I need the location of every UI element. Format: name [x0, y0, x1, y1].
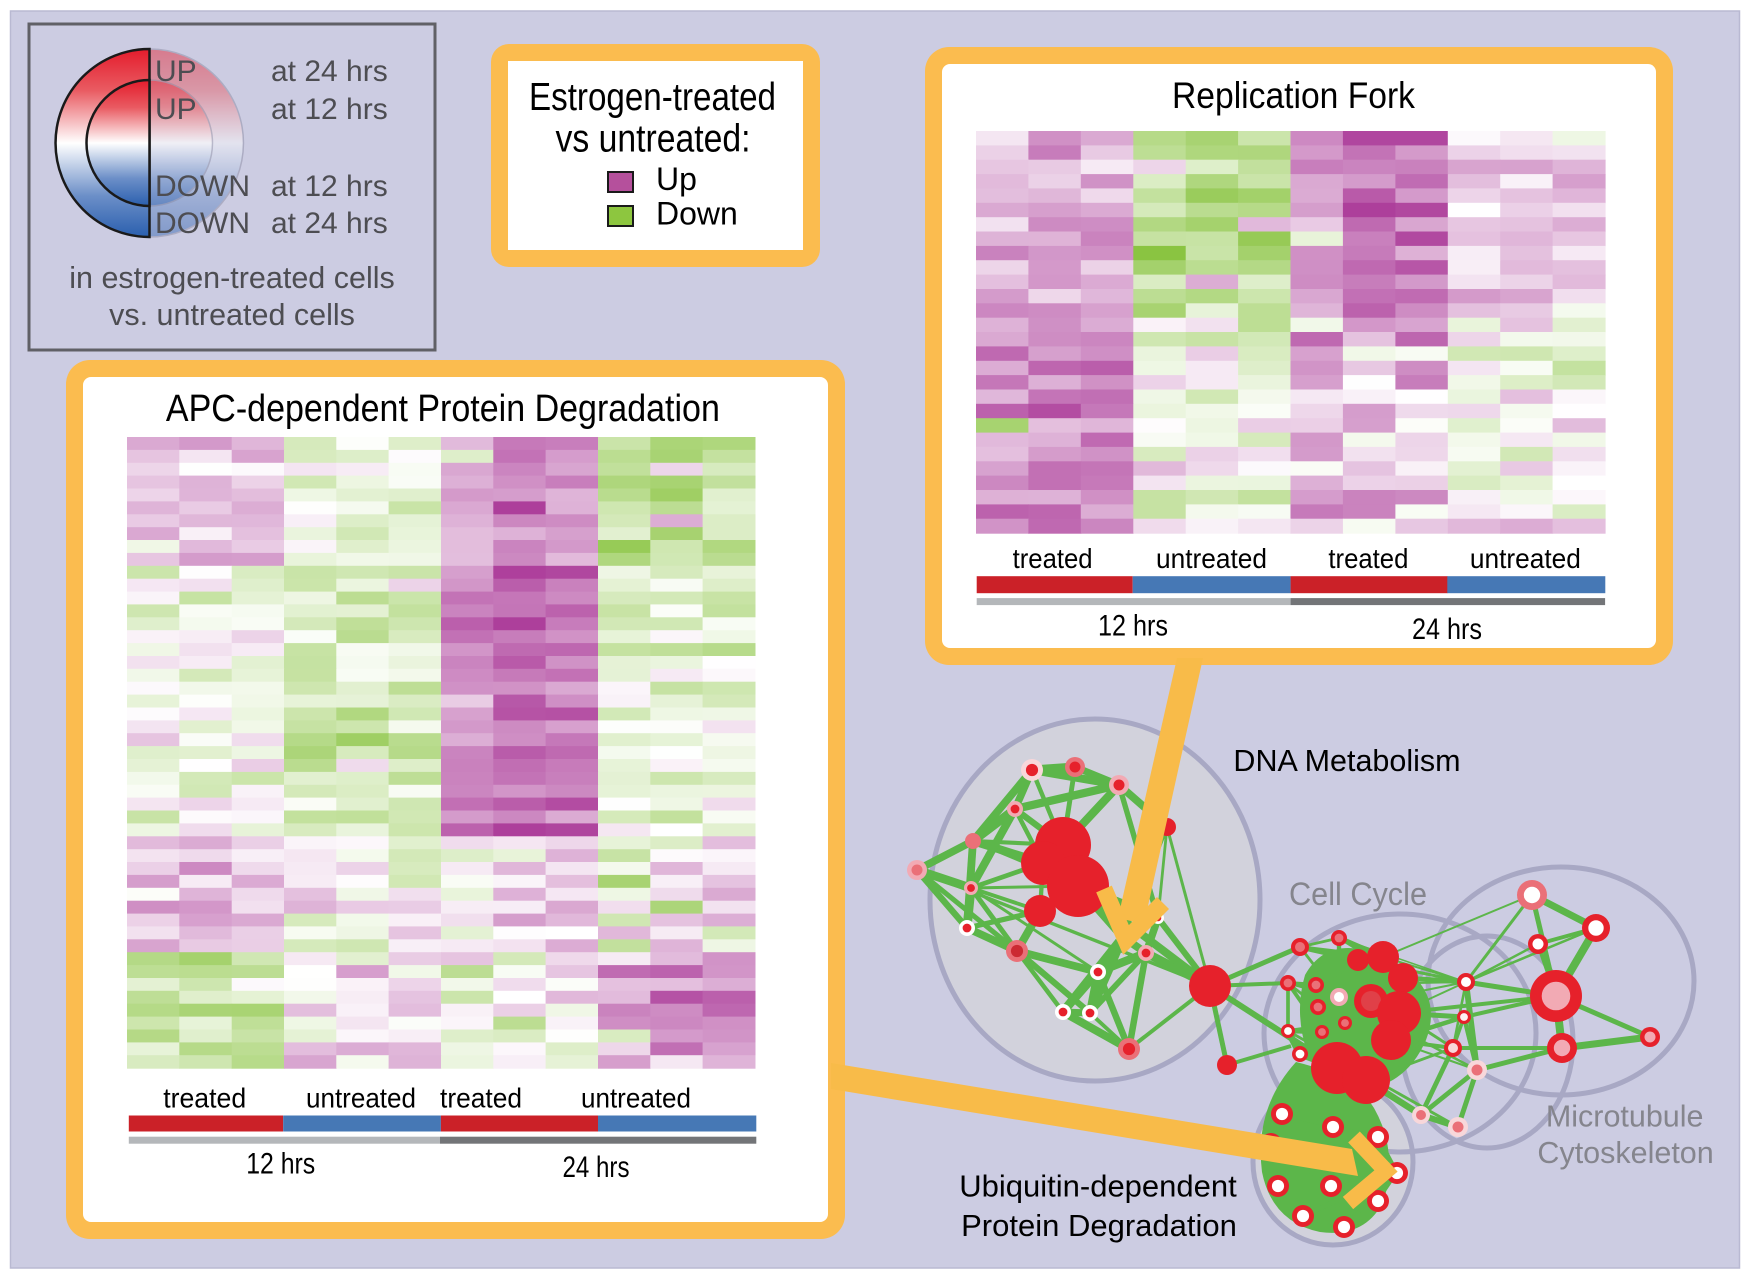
svg-text:vs untreated:: vs untreated: [556, 118, 751, 161]
svg-text:DOWN: DOWN [155, 207, 250, 240]
svg-text:Ubiquitin-dependent: Ubiquitin-dependent [959, 1169, 1237, 1204]
svg-text:untreated: untreated [1156, 543, 1267, 574]
svg-text:12 hrs: 12 hrs [246, 1148, 315, 1181]
svg-text:Cell Cycle: Cell Cycle [1289, 876, 1427, 912]
svg-text:treated: treated [1328, 543, 1408, 574]
svg-text:24 hrs: 24 hrs [563, 1151, 630, 1184]
svg-text:Replication Fork: Replication Fork [1172, 75, 1415, 116]
svg-text:treated: treated [440, 1082, 522, 1113]
svg-text:APC-dependent Protein Degradat: APC-dependent Protein Degradation [166, 387, 720, 429]
svg-text:12 hrs: 12 hrs [1098, 609, 1168, 642]
svg-text:in estrogen-treated cells: in estrogen-treated cells [69, 261, 395, 295]
svg-text:at 12 hrs: at 12 hrs [271, 170, 388, 203]
svg-text:treated: treated [1013, 543, 1093, 574]
svg-text:untreated: untreated [1470, 543, 1581, 574]
svg-text:vs. untreated cells: vs. untreated cells [109, 298, 355, 332]
svg-text:at 12 hrs: at 12 hrs [271, 93, 388, 126]
svg-text:DNA Metabolism: DNA Metabolism [1233, 744, 1460, 778]
svg-text:Microtubule: Microtubule [1546, 1099, 1704, 1133]
svg-text:24 hrs: 24 hrs [1412, 613, 1482, 646]
svg-text:Estrogen-treated: Estrogen-treated [529, 76, 776, 119]
svg-text:untreated: untreated [306, 1082, 416, 1113]
svg-text:Cytoskeleton: Cytoskeleton [1537, 1136, 1713, 1170]
svg-text:DOWN: DOWN [155, 170, 250, 203]
svg-text:treated: treated [163, 1082, 246, 1113]
svg-text:Protein Degradation: Protein Degradation [961, 1208, 1237, 1243]
svg-text:at 24 hrs: at 24 hrs [271, 207, 388, 240]
svg-text:untreated: untreated [581, 1082, 691, 1113]
svg-text:Down: Down [656, 196, 738, 232]
svg-text:UP: UP [155, 93, 197, 126]
svg-text:UP: UP [155, 55, 197, 88]
svg-text:Up: Up [656, 161, 697, 197]
svg-text:at 24 hrs: at 24 hrs [271, 55, 388, 88]
